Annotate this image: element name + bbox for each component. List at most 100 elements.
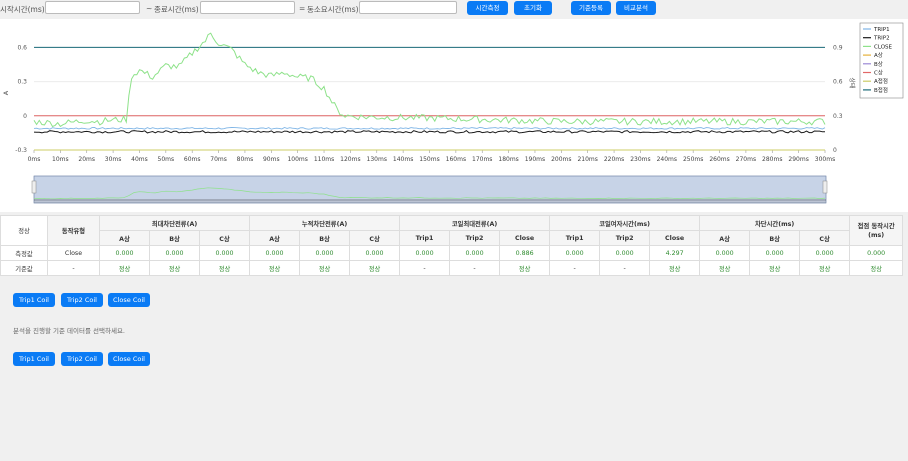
y2-tick-label: 0.6 — [833, 79, 843, 86]
legend-label-5: C상 — [874, 69, 883, 77]
table-cell: 0.000 — [799, 245, 851, 261]
legend-label-2: CLOSE — [874, 44, 893, 50]
table-cell: 정상 — [749, 260, 801, 276]
table-cell: 0.000 — [749, 245, 801, 261]
x-tick-label: 170ms — [472, 156, 492, 163]
trip1-coil-button[interactable]: Trip1 Coil — [13, 293, 55, 307]
legend-label-6: A접점 — [874, 77, 888, 85]
x-tick-label: 250ms — [683, 156, 703, 163]
compare-analysis-button[interactable]: 비교분석 — [616, 1, 656, 15]
navigator-close-line — [33, 187, 826, 200]
sub-header-7: Trip2 — [449, 230, 501, 246]
table-cell: 0.000 — [149, 245, 200, 261]
x-tick-label: 130ms — [367, 156, 387, 163]
group-header-coil-excite: 코일여자시간(ms) — [549, 215, 701, 231]
group-header-break-time: 차단시간(ms) — [699, 215, 851, 231]
sub-header-0: A상 — [99, 230, 150, 246]
x-tick-label: 300ms — [815, 156, 835, 163]
table-cell: 정상 — [299, 260, 351, 276]
x-tick-label: 0ms — [28, 156, 41, 163]
sub-header-8: Close — [499, 230, 551, 246]
table-cell: 0.886 — [499, 245, 551, 261]
table-cell: 0.000 — [399, 245, 451, 261]
table-cell: 정상 — [699, 260, 751, 276]
legend-label-7: B접점 — [874, 86, 888, 94]
x-tick-label: 80ms — [237, 156, 254, 163]
waveform-chart[interactable]: 0.6 0.9 0.3 0.6 0 0.3 -0.3 0 A 상태 0ms 10ms 20ms 30ms 4… — [0, 19, 908, 212]
x-tick-label: 90ms — [263, 156, 280, 163]
table-cell: 정상 — [849, 260, 904, 276]
sub-header-12: A상 — [699, 230, 751, 246]
select-baseline-hint: 분석을 진행할 기준 데이터를 선택하세요. — [13, 327, 125, 335]
tilde-separator: ~ — [146, 4, 153, 13]
table-cell: 정상 — [249, 260, 301, 276]
legend-label-0: TRIP1 — [873, 27, 890, 33]
table-cell: 0.000 — [299, 245, 351, 261]
table-cell: 0.000 — [99, 245, 150, 261]
table-cell: 정상 — [649, 260, 701, 276]
table-cell: 0.000 — [449, 245, 501, 261]
x-tick-label: 210ms — [577, 156, 597, 163]
table-cell: 0.000 — [849, 245, 904, 261]
close-coil-button[interactable]: Close Coil — [108, 293, 150, 307]
navigator-window — [33, 175, 827, 204]
table-row: 기준값 - 정상 정상 정상 정상 정상 정상 - - 정상 - - 정상 정상 정상 정상 정상 — [0, 260, 904, 276]
x-tick-label: 40ms — [131, 156, 148, 163]
table-cell: 4.297 — [649, 245, 701, 261]
y-tick-label: -0.3 — [15, 147, 27, 154]
navigator-left-handle — [31, 180, 37, 194]
x-tick-label: 110ms — [314, 156, 334, 163]
x-tick-label: 120ms — [340, 156, 360, 163]
start-time-label: 시작시간(ms) : — [0, 5, 50, 14]
baseline-close-coil-button[interactable]: Close Coil — [108, 352, 150, 366]
y2-tick-label: 0.9 — [833, 44, 843, 51]
sub-header-10: Trip2 — [599, 230, 651, 246]
reset-button[interactable]: 초기화 — [514, 1, 552, 15]
sub-header-9: Trip1 — [549, 230, 601, 246]
baseline-trip1-coil-button[interactable]: Trip1 Coil — [13, 352, 55, 366]
table-cell: 0.000 — [249, 245, 301, 261]
y-tick-label: 0 — [23, 113, 27, 120]
table-cell: 정상 — [198, 260, 251, 276]
x-tick-label: 150ms — [419, 156, 439, 163]
baseline-trip2-coil-button[interactable]: Trip2 Coil — [61, 352, 103, 366]
y-axis-label: A — [2, 90, 10, 95]
x-tick-label: 50ms — [158, 156, 175, 163]
legend-label-1: TRIP2 — [873, 36, 890, 42]
x-tick-label: 220ms — [604, 156, 624, 163]
table-cell: 정상 — [799, 260, 851, 276]
end-time-input[interactable] — [200, 1, 295, 14]
x-tick-label: 180ms — [498, 156, 518, 163]
trip2-coil-button[interactable]: Trip2 Coil — [61, 293, 103, 307]
group-header-coil-max: 코일최대전류(A) — [399, 215, 551, 231]
table-cell: 정상 — [349, 260, 401, 276]
x-tick-label: 290ms — [788, 156, 808, 163]
equals-separator: = — [299, 4, 306, 13]
table-cell: 0.000 — [549, 245, 601, 261]
series-trip2-line — [33, 129, 826, 134]
register-baseline-button[interactable]: 기준등록 — [571, 1, 611, 15]
x-tick-label: 190ms — [525, 156, 545, 163]
sub-header-6: Trip1 — [399, 230, 451, 246]
contact-op-time-header: 접점 동작시간(ms) — [849, 215, 904, 246]
legend-label-4: B상 — [874, 60, 883, 68]
x-tick-label: 60ms — [184, 156, 201, 163]
sub-header-4: B상 — [299, 230, 351, 246]
x-tick-label: 30ms — [105, 156, 122, 163]
x-tick-label: 230ms — [630, 156, 650, 163]
group-header-max-break: 최대차단전류(A) — [98, 215, 251, 231]
row-op-type: - — [47, 260, 100, 276]
time-measure-button[interactable]: 시간측정 — [467, 1, 508, 15]
table-cell: 0.000 — [198, 245, 251, 261]
x-tick-label: 70ms — [210, 156, 227, 163]
sub-header-3: A상 — [249, 230, 301, 246]
end-time-label: 종료시간(ms) : — [154, 5, 204, 14]
sub-header-1: B상 — [149, 230, 200, 246]
navigator-right-handle — [822, 180, 828, 194]
x-tick-label: 240ms — [657, 156, 677, 163]
table-cell: 정상 — [149, 260, 200, 276]
duration-input[interactable] — [359, 1, 457, 14]
y-tick-label: 0.3 — [17, 79, 27, 86]
x-tick-label: 260ms — [709, 156, 729, 163]
start-time-input[interactable] — [45, 1, 140, 14]
